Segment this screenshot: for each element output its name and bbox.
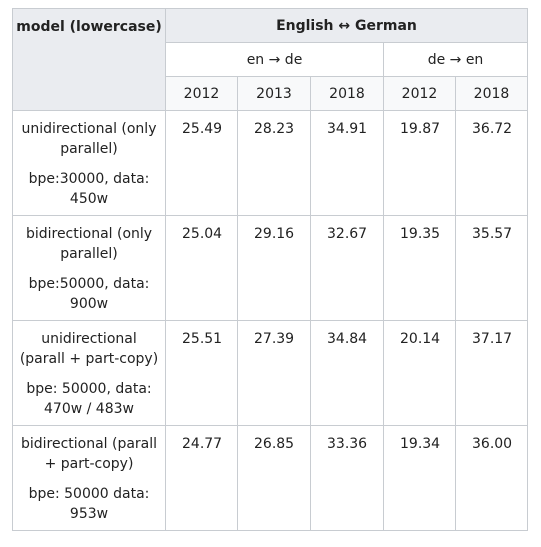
year-header: 2018 [311, 77, 384, 111]
score-cell: 36.00 [456, 426, 528, 531]
model-name: unidirectional (only parallel) [19, 119, 159, 159]
score-cell: 25.51 [166, 321, 238, 426]
score-cell: 26.85 [238, 426, 311, 531]
score-cell: 28.23 [238, 111, 311, 216]
direction-header-en-de: en → de [166, 43, 384, 77]
score-cell: 29.16 [238, 216, 311, 321]
model-name: bidirectional (parall + part-copy) [19, 434, 159, 474]
table-row: unidirectional (parall + part-copy) bpe:… [13, 321, 528, 426]
model-header: model (lowercase) [13, 9, 166, 111]
year-header: 2012 [384, 77, 456, 111]
table-row: unidirectional (only parallel) bpe:30000… [13, 111, 528, 216]
score-cell: 35.57 [456, 216, 528, 321]
model-cell: bidirectional (parall + part-copy) bpe: … [13, 426, 166, 531]
year-header: 2018 [456, 77, 528, 111]
model-config: bpe: 50000, data: 470w / 483w [19, 379, 159, 419]
score-cell: 37.17 [456, 321, 528, 426]
score-cell: 36.72 [456, 111, 528, 216]
score-cell: 19.35 [384, 216, 456, 321]
score-cell: 27.39 [238, 321, 311, 426]
score-cell: 34.91 [311, 111, 384, 216]
model-cell: unidirectional (only parallel) bpe:30000… [13, 111, 166, 216]
results-table-container: model (lowercase) English ↔ German en → … [12, 8, 528, 531]
score-cell: 24.77 [166, 426, 238, 531]
model-config: bpe:50000, data: 900w [19, 274, 159, 314]
model-config: bpe:30000, data: 450w [19, 169, 159, 209]
results-table: model (lowercase) English ↔ German en → … [12, 8, 528, 531]
score-cell: 20.14 [384, 321, 456, 426]
score-cell: 19.34 [384, 426, 456, 531]
score-cell: 25.49 [166, 111, 238, 216]
score-cell: 19.87 [384, 111, 456, 216]
score-cell: 25.04 [166, 216, 238, 321]
score-cell: 34.84 [311, 321, 384, 426]
direction-label-en-de: en → de [247, 52, 303, 68]
language-pair-header: English ↔ German [166, 9, 528, 43]
table-row: bidirectional (parall + part-copy) bpe: … [13, 426, 528, 531]
direction-label-de-en: de → en [428, 52, 484, 68]
model-name: bidirectional (only parallel) [19, 224, 159, 264]
model-name: unidirectional (parall + part-copy) [19, 329, 159, 369]
year-header: 2012 [166, 77, 238, 111]
model-cell: bidirectional (only parallel) bpe:50000,… [13, 216, 166, 321]
direction-header-de-en: de → en [384, 43, 528, 77]
year-header: 2013 [238, 77, 311, 111]
model-cell: unidirectional (parall + part-copy) bpe:… [13, 321, 166, 426]
table-row: bidirectional (only parallel) bpe:50000,… [13, 216, 528, 321]
model-config: bpe: 50000 data: 953w [19, 484, 159, 524]
score-cell: 32.67 [311, 216, 384, 321]
score-cell: 33.36 [311, 426, 384, 531]
model-header-label: model (lowercase) [16, 19, 162, 35]
language-pair-label: English ↔ German [276, 18, 417, 34]
